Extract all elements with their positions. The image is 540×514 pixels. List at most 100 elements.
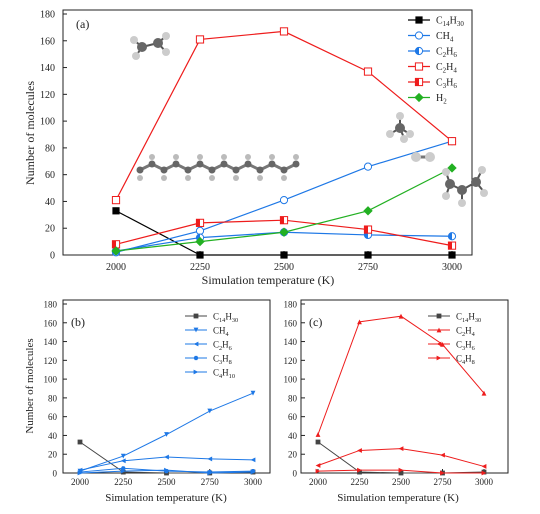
data-point xyxy=(357,467,362,473)
data-point xyxy=(120,468,126,474)
data-point xyxy=(120,458,126,464)
legend-entry: C2​H6​ xyxy=(185,340,232,352)
data-point xyxy=(440,452,445,458)
legend-label: C2​H4​ xyxy=(436,62,457,74)
legend-marker xyxy=(414,62,424,71)
legend-label: C4​H10​ xyxy=(213,368,235,380)
panel-a-x-label: Simulation temperature (K) xyxy=(202,273,335,287)
y-tick-label: 40 xyxy=(288,431,298,441)
legend-label: C2​H6​ xyxy=(213,340,232,352)
y-tick-label: 20 xyxy=(48,450,58,460)
legend-marker xyxy=(193,341,199,347)
y-tick-label: 100 xyxy=(44,375,58,385)
data-point xyxy=(447,232,457,241)
y-tick-label: 0 xyxy=(293,469,298,479)
y-tick-label: 160 xyxy=(40,36,55,47)
series-line xyxy=(79,456,254,471)
panel-b-series xyxy=(77,390,256,476)
legend-marker xyxy=(193,369,199,375)
panel-a-y-label: Number of molecules xyxy=(23,81,37,185)
panel-a-series xyxy=(111,27,457,259)
y-tick-label: 0 xyxy=(50,251,55,262)
legend-marker xyxy=(436,327,442,333)
data-point xyxy=(398,313,404,319)
data-point xyxy=(195,236,205,247)
y-tick-label: 140 xyxy=(40,63,55,74)
data-point xyxy=(164,454,169,460)
y-tick-label: 80 xyxy=(288,393,298,403)
panel-a: (a) 0 20 40 60 80 100 120 140 160 180 2000 2250 2500… xyxy=(23,9,488,287)
panel-c-series xyxy=(315,313,487,476)
series-c3h6 xyxy=(111,216,457,250)
data-point xyxy=(207,408,213,414)
x-tick-label: 3000 xyxy=(244,477,263,487)
data-point xyxy=(195,35,205,44)
x-tick-label: 2250 xyxy=(351,477,370,487)
y-tick-label: 140 xyxy=(44,337,58,347)
y-tick-label: 180 xyxy=(40,10,55,21)
data-point xyxy=(447,137,457,146)
legend-label: C14​H30​ xyxy=(436,16,464,28)
legend-label: C2​H6​ xyxy=(436,47,457,59)
data-point xyxy=(363,67,373,76)
methane-molecule-icon xyxy=(386,112,414,143)
series-c2h4 xyxy=(315,313,487,437)
x-tick-label: 3000 xyxy=(475,477,494,487)
legend-entry: C2​H6​ xyxy=(408,47,457,59)
panel-c-legend: C14​H30​ C2​H4​ C3​H6​ C4​H8​ xyxy=(428,312,481,366)
legend-entry: C14​H30​ xyxy=(185,312,238,324)
legend-entry: C4​H10​ xyxy=(185,368,235,380)
x-tick-label: 2750 xyxy=(201,477,220,487)
data-point xyxy=(196,251,204,259)
data-point xyxy=(111,246,121,256)
panel-c-frame xyxy=(300,299,509,474)
legend-entry: CH4​ xyxy=(185,326,230,338)
legend-marker xyxy=(193,355,199,361)
legend-marker xyxy=(415,16,423,24)
legend-marker xyxy=(193,327,199,333)
data-point xyxy=(250,390,256,396)
hydrogen-molecule-icon xyxy=(411,152,435,162)
x-tick-label: 2500 xyxy=(392,477,411,487)
panel-c-x-label: Simulation temperature (K) xyxy=(337,492,459,504)
data-point xyxy=(250,469,256,475)
data-point xyxy=(481,464,487,469)
y-tick-label: 180 xyxy=(44,300,58,310)
legend-marker xyxy=(414,92,424,103)
series-c14h30 xyxy=(112,207,456,259)
y-tick-label: 160 xyxy=(44,318,58,328)
data-point xyxy=(481,470,487,476)
series-line xyxy=(317,441,485,474)
legend-marker xyxy=(436,341,442,347)
legend-entry: C3​H8​ xyxy=(185,354,232,366)
legend-marker xyxy=(436,355,442,361)
y-tick-label: 120 xyxy=(284,356,298,366)
legend-label: CH4​ xyxy=(436,31,454,43)
panel-b-legend: C14​H30​ CH4​ C2​H6​ C3​H8​ C4​H10​ xyxy=(185,312,238,380)
data-point xyxy=(363,225,373,234)
data-point xyxy=(77,470,83,476)
legend-marker xyxy=(414,77,424,87)
data-point xyxy=(207,470,213,476)
y-tick-label: 100 xyxy=(40,117,55,128)
y-tick-label: 80 xyxy=(45,143,55,154)
legend-entry: H2​ xyxy=(408,92,447,105)
data-point xyxy=(279,227,289,237)
x-tick-label: 2500 xyxy=(158,477,177,487)
series-line xyxy=(317,448,485,467)
y-tick-label: 140 xyxy=(284,337,298,347)
data-point xyxy=(279,27,289,36)
data-point xyxy=(363,162,373,171)
y-tick-label: 60 xyxy=(45,170,55,181)
data-point xyxy=(364,251,372,259)
y-tick-label: 20 xyxy=(45,224,55,235)
legend-marker xyxy=(414,31,424,40)
y-tick-label: 60 xyxy=(48,412,58,422)
series-c3h6 xyxy=(315,446,487,469)
ethylene-molecule-icon xyxy=(130,32,170,60)
data-point xyxy=(357,448,362,453)
legend-label: C3​H6​ xyxy=(456,340,475,352)
data-point xyxy=(195,218,205,227)
legend-label: C2​H4​ xyxy=(456,326,476,338)
